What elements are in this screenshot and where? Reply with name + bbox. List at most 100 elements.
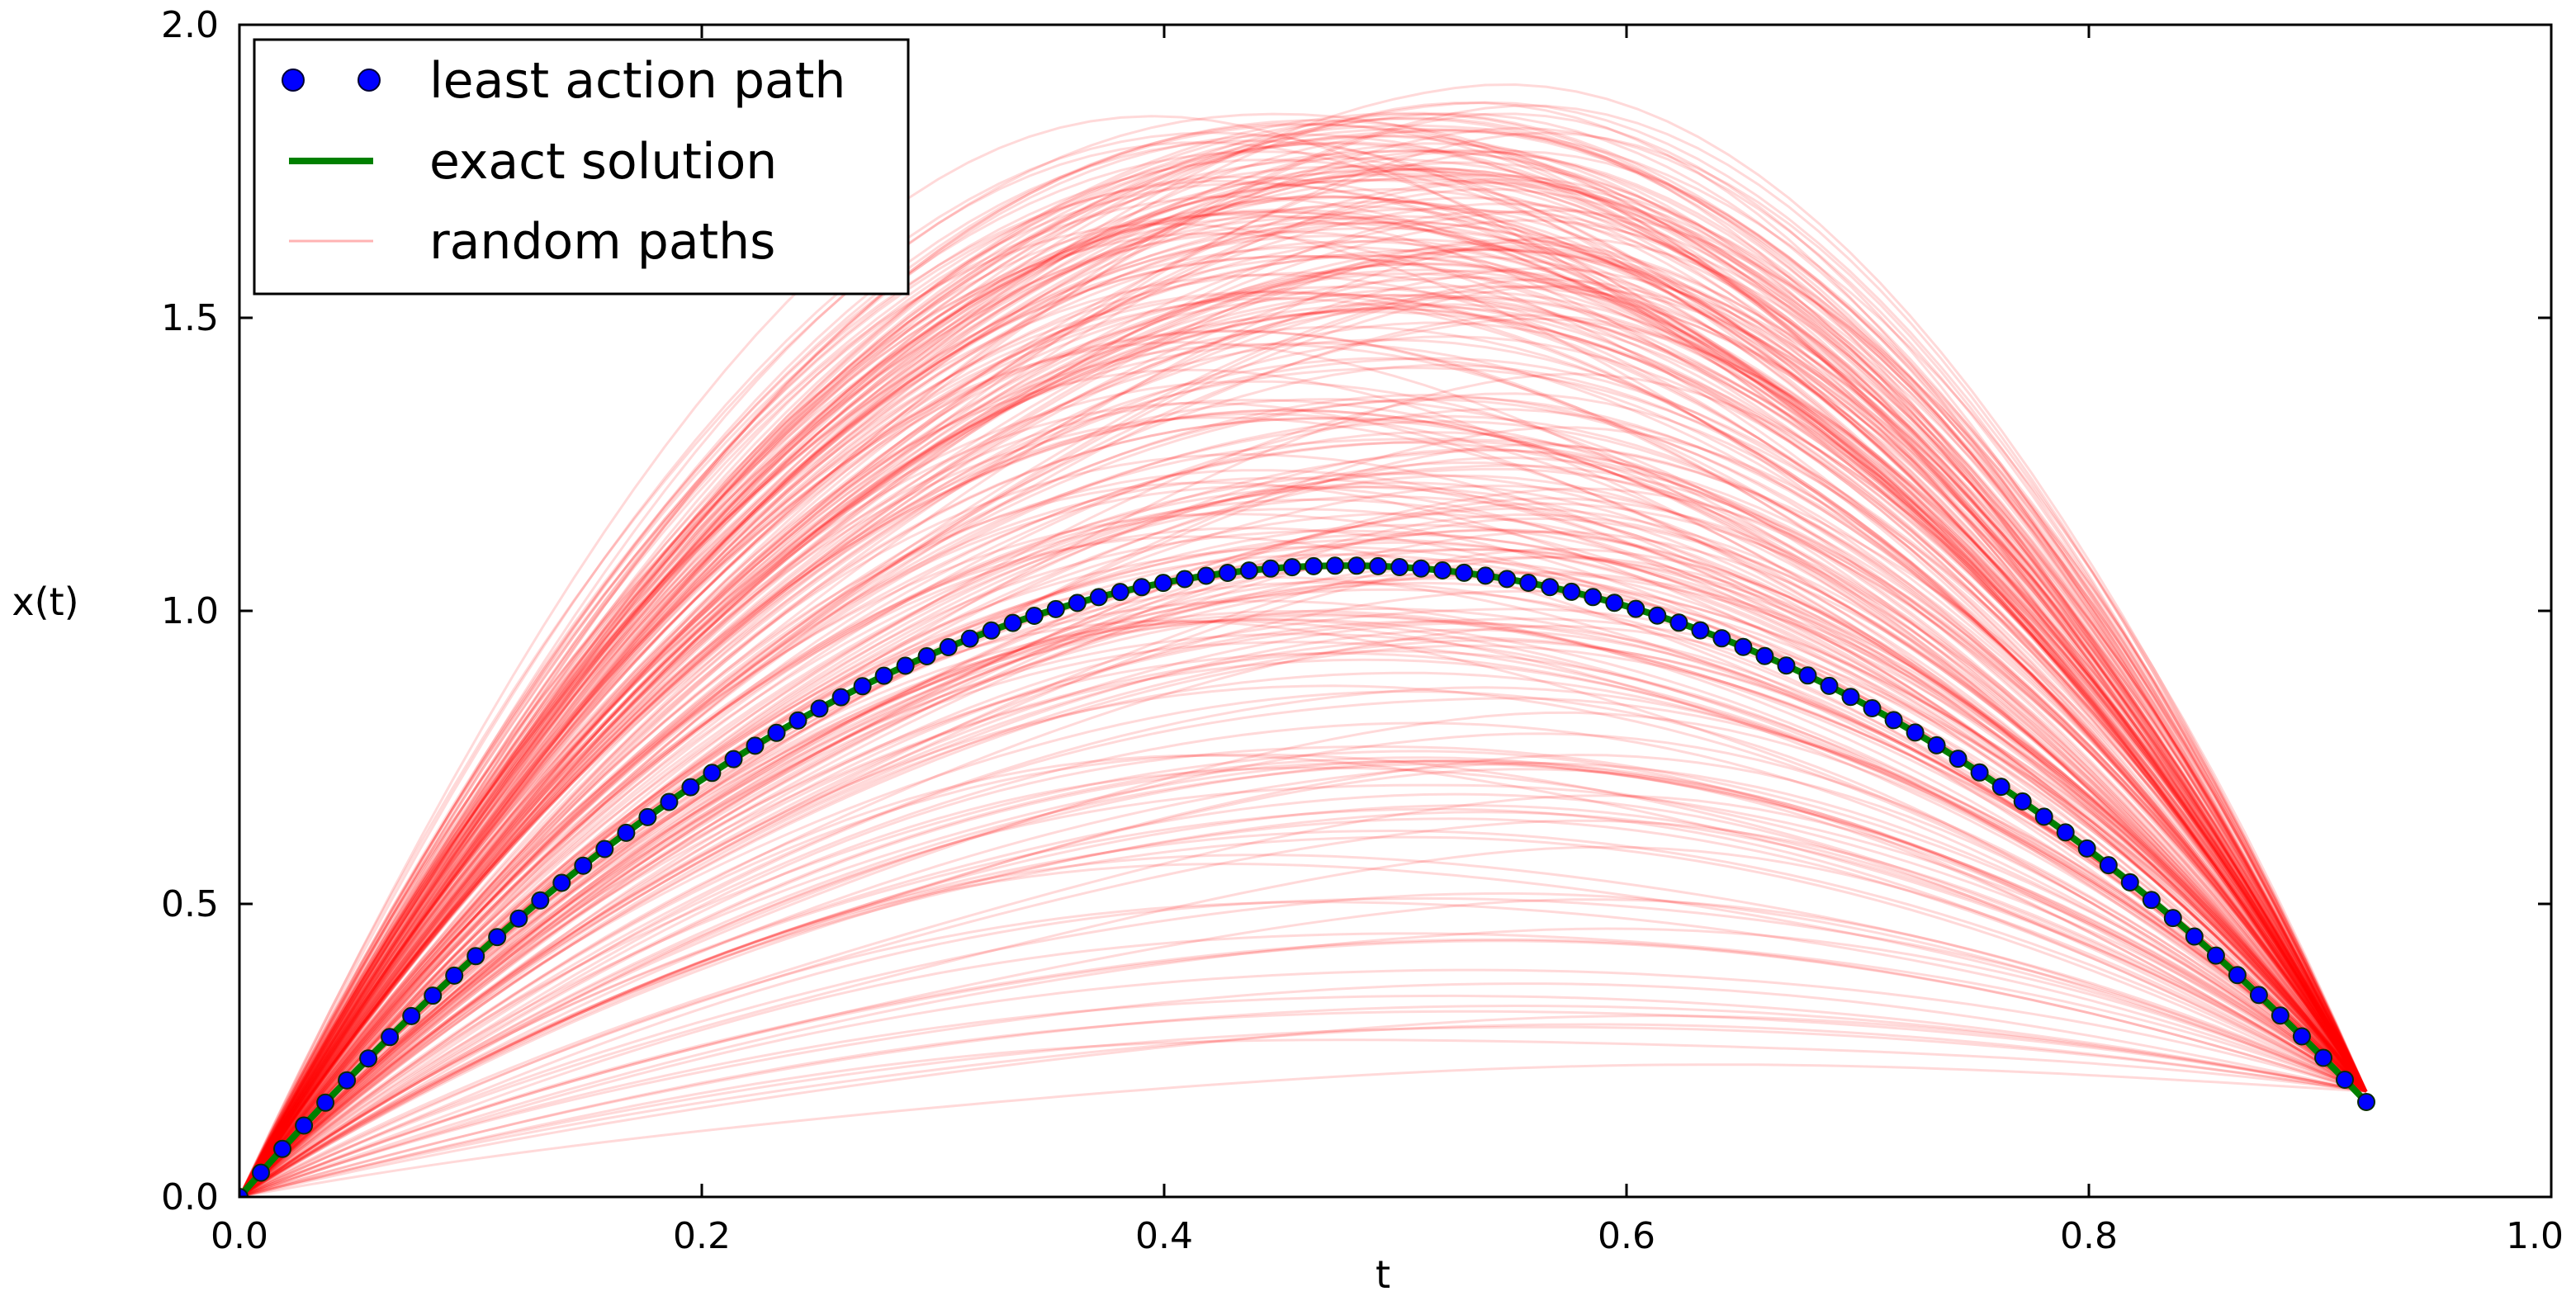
random-path <box>239 398 2368 1197</box>
least-action-point <box>1347 556 1366 575</box>
random-path <box>239 1025 2367 1197</box>
random-path <box>239 753 2367 1197</box>
random-path <box>239 1038 2367 1197</box>
random-path <box>239 335 2368 1197</box>
random-path <box>239 321 2368 1197</box>
least-action-point <box>1068 594 1087 613</box>
random-path <box>239 556 2368 1197</box>
random-path <box>239 195 2368 1197</box>
random-path <box>239 314 2368 1197</box>
least-action-point <box>2185 927 2204 946</box>
random-path <box>239 167 2368 1197</box>
random-path <box>239 150 2368 1197</box>
random-path <box>239 102 2368 1197</box>
random-path <box>239 182 2368 1197</box>
random-path <box>239 303 2368 1197</box>
least-action-point <box>1412 559 1431 578</box>
random-path <box>239 485 2368 1197</box>
random-path <box>239 502 2368 1197</box>
least-action-point <box>1455 563 1474 582</box>
random-path <box>239 291 2368 1197</box>
random-path <box>239 173 2368 1197</box>
least-action-point <box>1089 588 1108 607</box>
random-path <box>239 792 2367 1197</box>
random-path <box>239 512 2368 1197</box>
random-path <box>239 845 2367 1197</box>
least-action-point <box>853 677 872 696</box>
random-path <box>239 207 2368 1197</box>
random-path <box>239 167 2368 1197</box>
random-path <box>239 285 2368 1197</box>
least-action-point <box>2056 823 2075 842</box>
least-action-point <box>1562 582 1581 601</box>
least-action-point <box>595 840 614 858</box>
random-path <box>239 650 2367 1197</box>
random-path <box>239 461 2368 1197</box>
random-path <box>239 126 2368 1197</box>
x-tick-label: 1.0 <box>2506 1215 2564 1257</box>
least-action-point <box>1648 606 1667 625</box>
random-path <box>239 863 2367 1197</box>
random-path <box>239 210 2368 1197</box>
least-action-point <box>1820 676 1839 695</box>
least-action-point <box>1863 699 1882 717</box>
random-path <box>239 527 2368 1197</box>
least-action-point <box>2357 1093 2375 1111</box>
random-path <box>239 342 2368 1197</box>
least-action-point <box>2292 1027 2311 1046</box>
random-path <box>239 127 2368 1197</box>
random-path <box>239 497 2368 1197</box>
least-action-point <box>724 750 743 769</box>
least-action-point <box>295 1116 314 1135</box>
least-action-point <box>660 792 679 811</box>
least-action-point <box>488 928 507 947</box>
random-path <box>239 762 2367 1197</box>
random-path <box>239 175 2368 1197</box>
least-action-point <box>1305 556 1323 575</box>
random-path <box>239 116 2368 1197</box>
random-path <box>239 721 2367 1197</box>
least-action-point <box>509 909 528 928</box>
least-action-point <box>1110 583 1129 602</box>
random-path <box>239 409 2368 1197</box>
random-path <box>239 161 2368 1197</box>
random-path <box>239 310 2368 1197</box>
random-path <box>239 141 2368 1197</box>
random-path <box>239 426 2368 1197</box>
random-path <box>239 532 2368 1197</box>
random-path <box>239 927 2367 1197</box>
random-path <box>239 195 2368 1197</box>
random-path <box>239 639 2368 1197</box>
random-path <box>239 711 2367 1197</box>
least-action-point <box>402 1006 421 1025</box>
random-path <box>239 142 2368 1197</box>
random-path <box>239 272 2368 1197</box>
random-path <box>239 122 2368 1197</box>
random-path <box>239 177 2368 1197</box>
random-path <box>239 117 2368 1197</box>
random-path <box>239 83 2368 1197</box>
random-path <box>239 296 2368 1197</box>
random-path <box>239 620 2367 1197</box>
random-path <box>239 1010 2367 1197</box>
y-tick-label: 0.5 <box>161 883 219 925</box>
random-path <box>239 480 2368 1197</box>
least-action-point <box>359 1049 378 1068</box>
random-path <box>239 131 2368 1197</box>
legend-label-random-paths: random paths <box>429 213 775 271</box>
random-path <box>239 253 2368 1197</box>
random-path <box>239 1063 2367 1197</box>
random-path <box>239 367 2368 1197</box>
least-action-point <box>1003 613 1022 632</box>
random-path <box>239 268 2368 1197</box>
random-path <box>239 200 2368 1197</box>
random-path <box>239 357 2368 1197</box>
random-path <box>239 636 2368 1197</box>
random-path <box>239 357 2368 1197</box>
least-action-point <box>1669 613 1688 632</box>
random-path <box>239 528 2368 1197</box>
random-path <box>239 753 2367 1197</box>
random-path <box>239 130 2368 1197</box>
random-path <box>239 441 2368 1197</box>
least-action-point <box>1627 599 1646 618</box>
